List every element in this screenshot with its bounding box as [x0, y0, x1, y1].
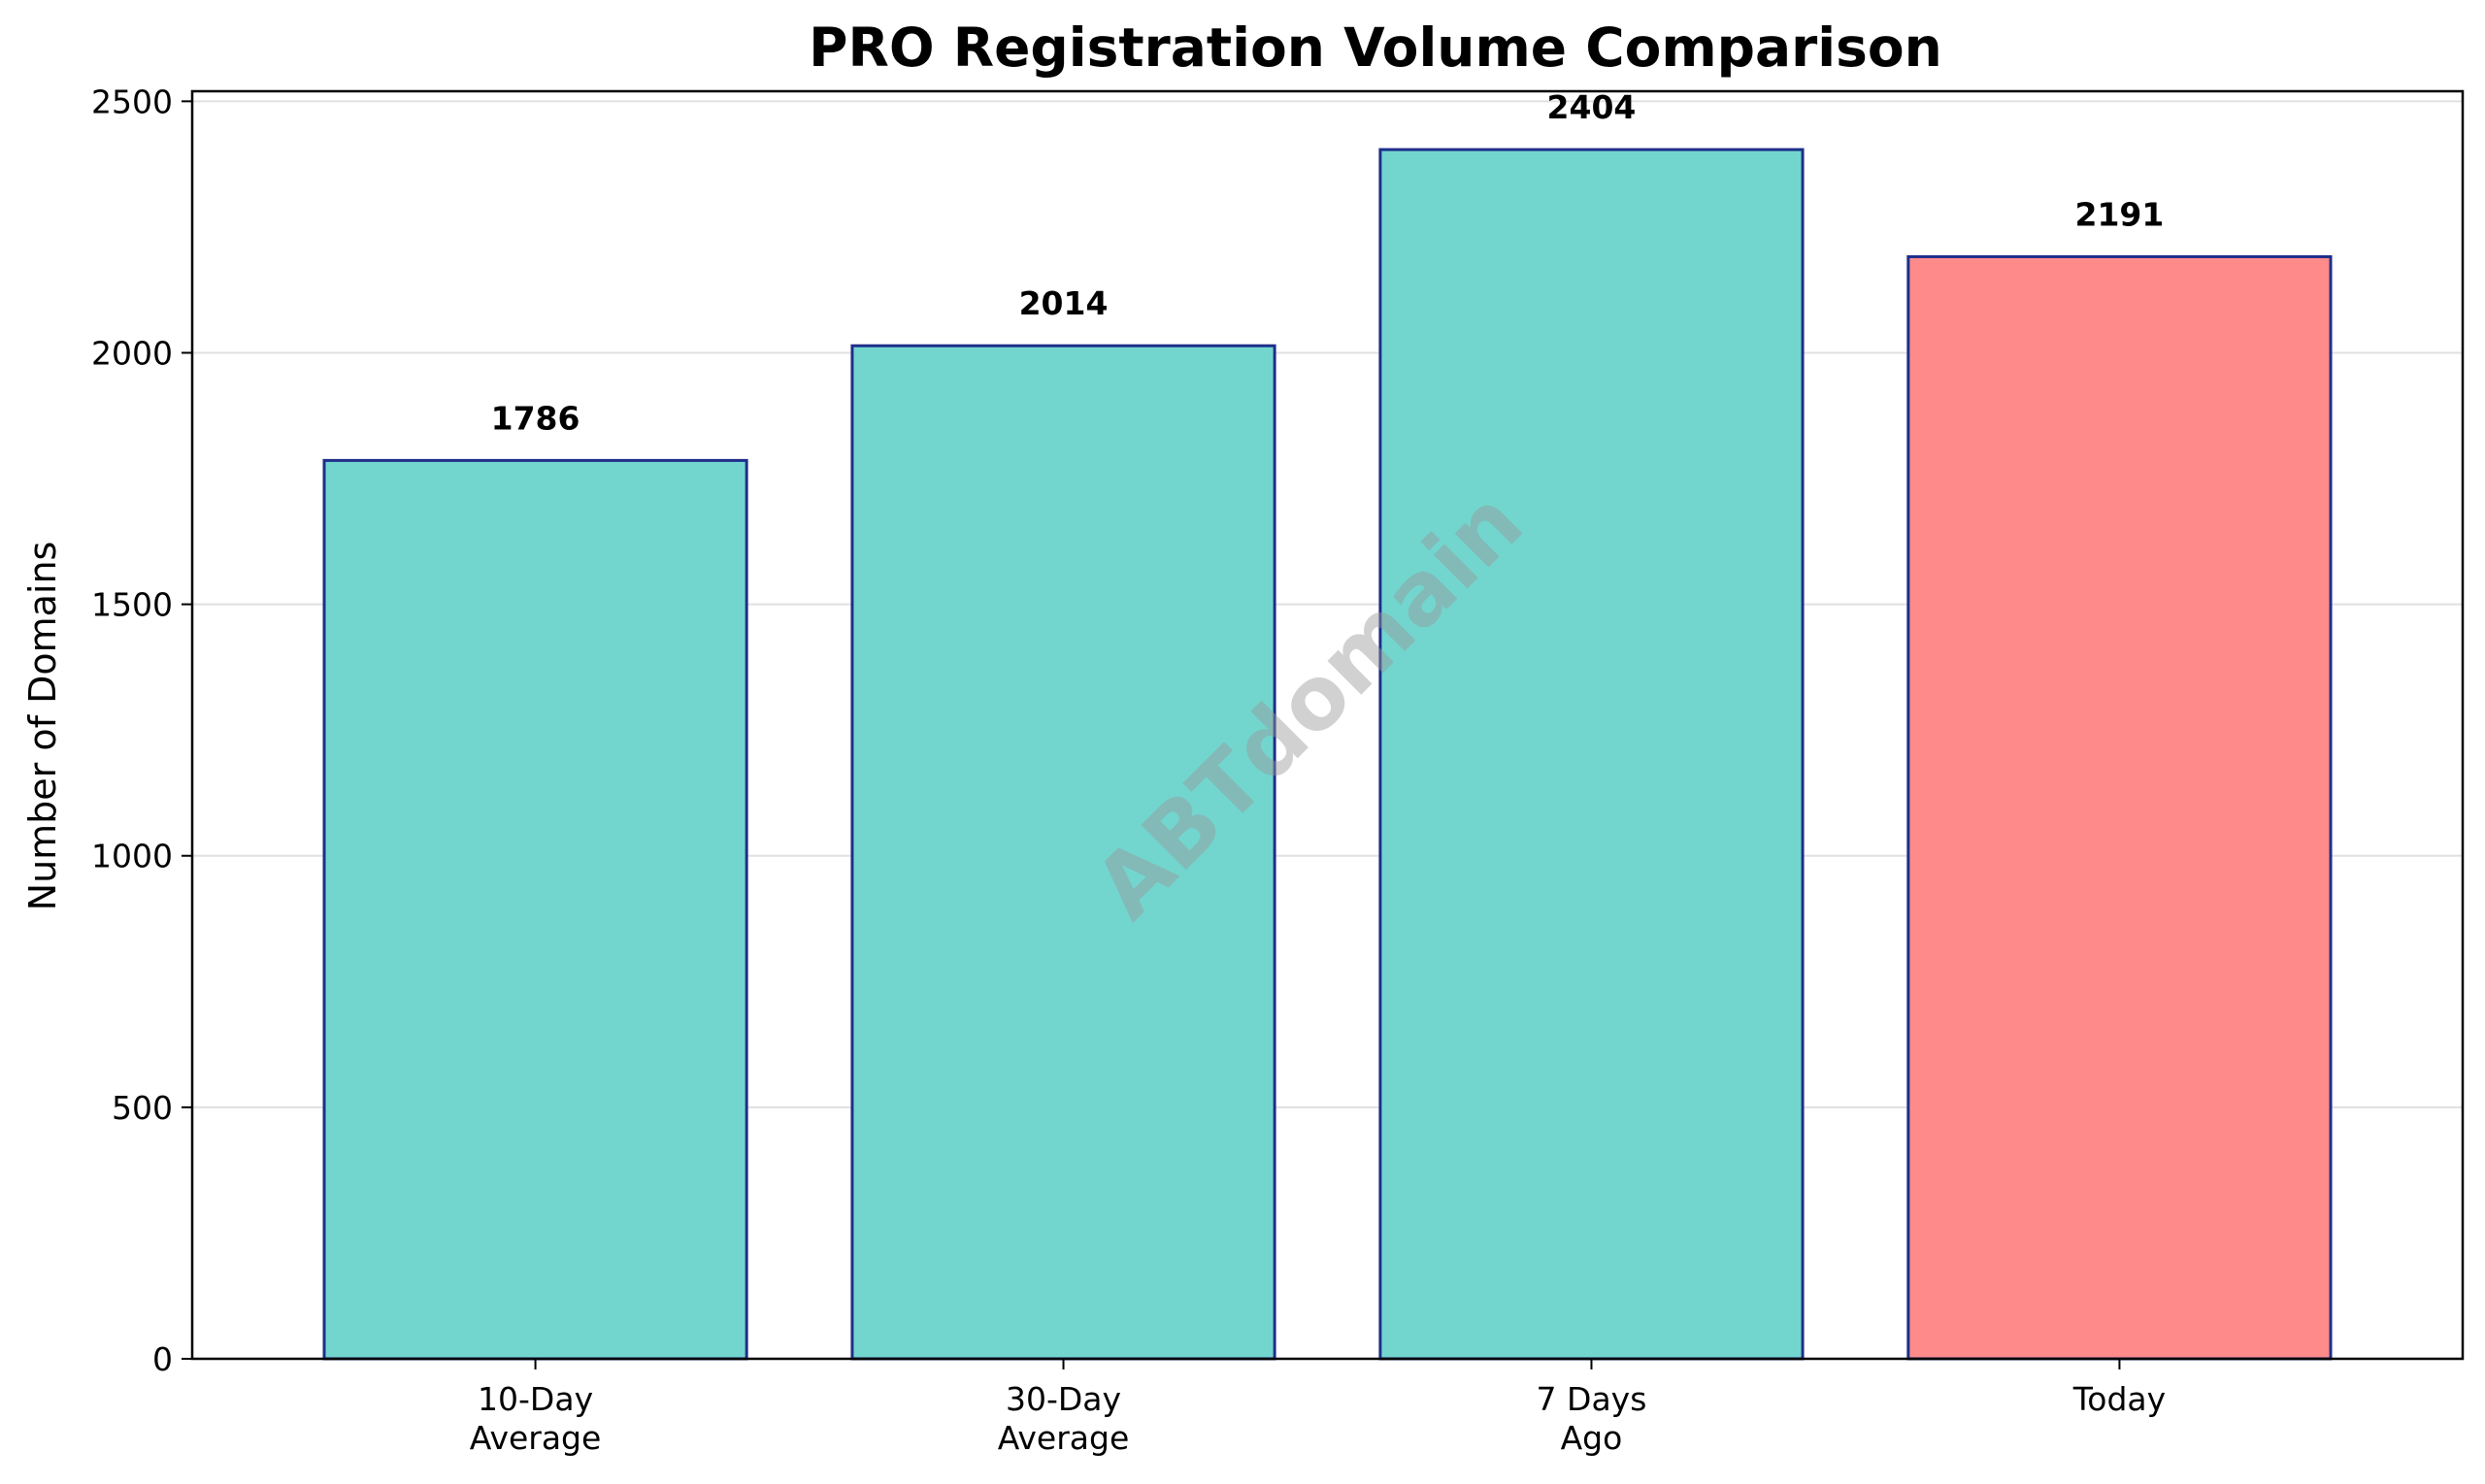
- data-labels: 1786 2014 2404 2191: [491, 88, 2165, 437]
- x-tick-label-1: Average: [998, 1419, 1130, 1457]
- y-tick-label: 2500: [91, 82, 173, 120]
- bars: [322, 148, 2333, 1361]
- x-tick-label-2: 7 Days: [1537, 1380, 1647, 1418]
- y-axis-label: Number of Domains: [21, 542, 64, 911]
- x-tick-label-3: Today: [2072, 1380, 2166, 1418]
- x-tick-label-0: 10-Day: [478, 1380, 593, 1418]
- x-tick-label-0: Average: [470, 1419, 602, 1457]
- data-label-1: 2014: [1019, 284, 1109, 322]
- x-tick-label-2: Ago: [1561, 1419, 1623, 1457]
- plot-frame: [190, 89, 2465, 1361]
- bar-3: [1906, 255, 2333, 1361]
- y-tick-label: 500: [112, 1089, 173, 1127]
- x-tick-label-1: 30-Day: [1006, 1380, 1121, 1418]
- data-label-0: 1786: [491, 399, 580, 437]
- chart-title: PRO Registration Volume Comparison: [809, 16, 1942, 79]
- axes: 0500100015002000250010-DayAverage30-DayA…: [91, 82, 2465, 1457]
- y-tick-label: 1500: [91, 586, 173, 624]
- y-tick-label: 1000: [91, 838, 173, 875]
- bar-2: [1378, 148, 1805, 1361]
- data-label-2: 2404: [1547, 88, 1637, 126]
- y-tick-label: 0: [152, 1340, 173, 1378]
- y-tick-label: 2000: [91, 334, 173, 372]
- bar-1: [850, 344, 1276, 1361]
- bar-0: [322, 458, 748, 1361]
- data-label-3: 2191: [2075, 196, 2165, 234]
